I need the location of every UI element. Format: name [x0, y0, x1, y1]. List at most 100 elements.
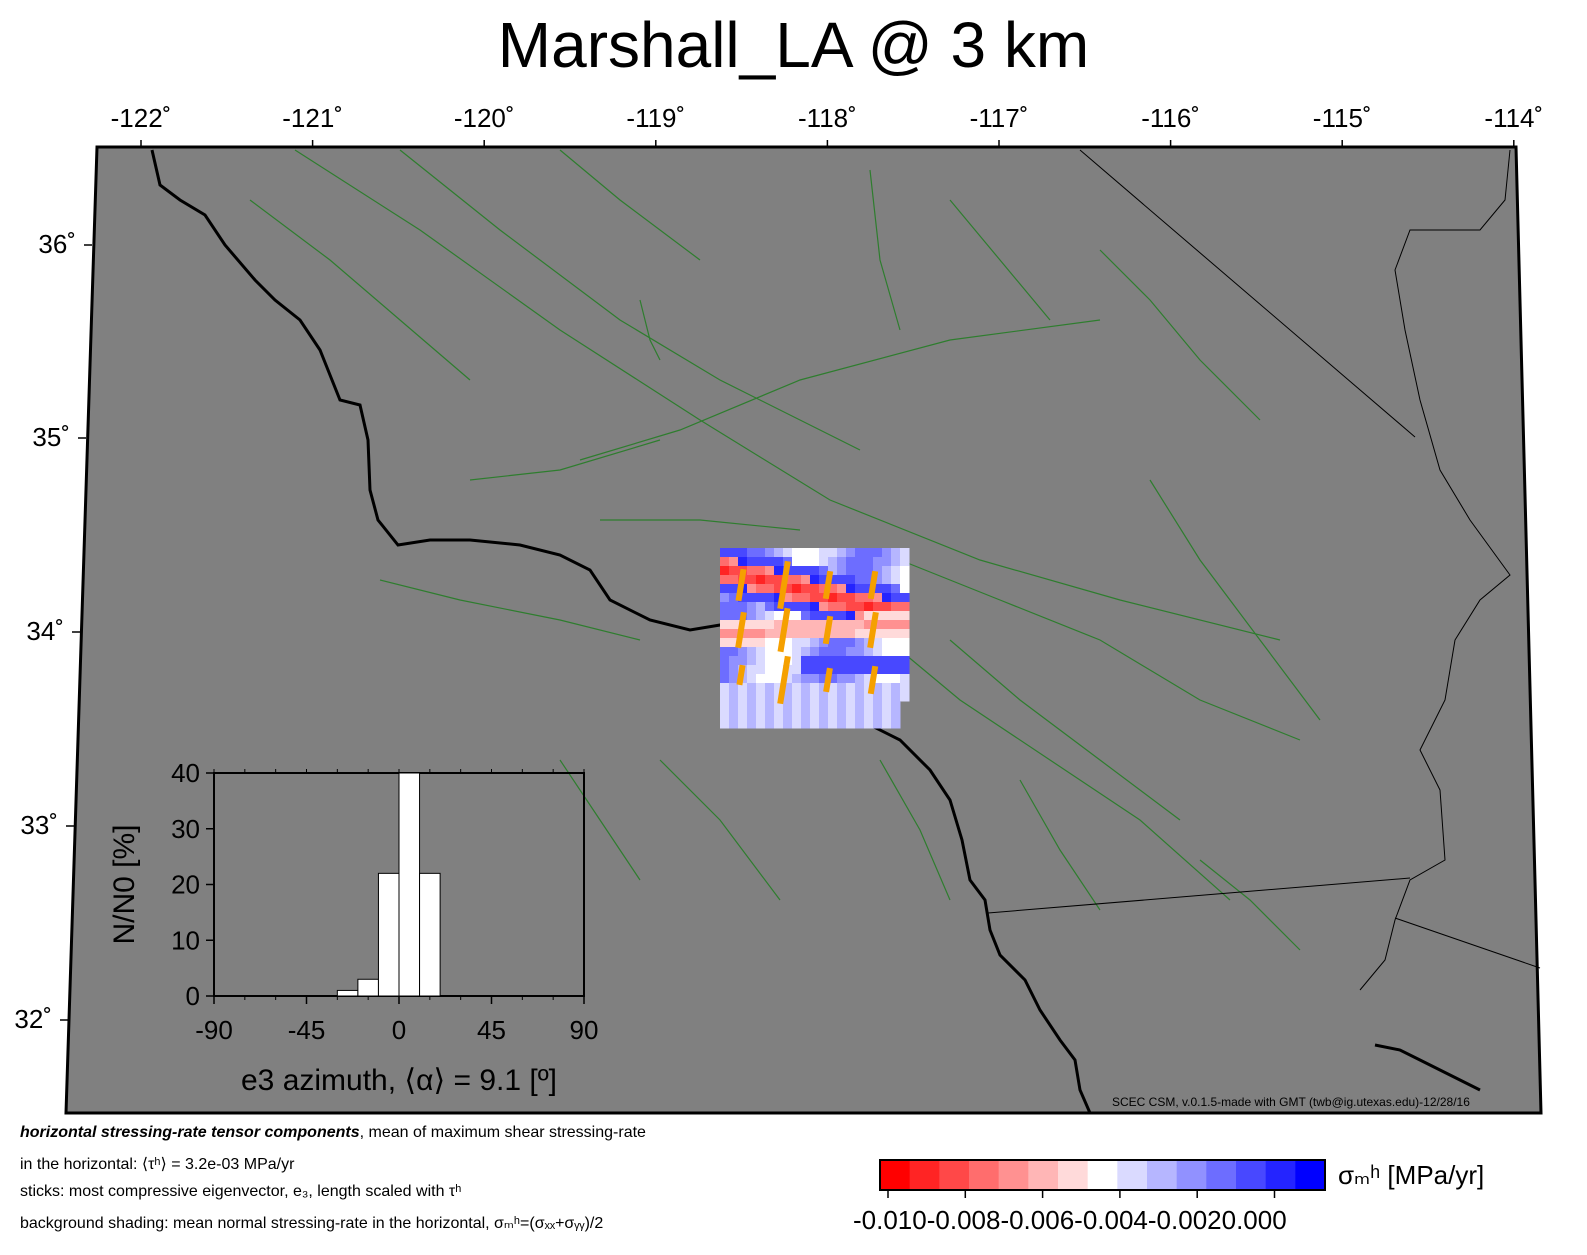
shade-cell	[783, 647, 793, 657]
shade-cell	[792, 620, 802, 630]
shade-cell	[810, 692, 820, 702]
hist-x-tick-label: 0	[392, 1015, 406, 1045]
shade-cell	[720, 620, 730, 630]
shade-cell	[837, 656, 847, 666]
shade-cell	[729, 575, 739, 585]
colorbar-label: σₘʰ [MPa/yr]	[1338, 1160, 1485, 1190]
shade-cell	[882, 548, 892, 558]
hist-x-tick-label: -45	[288, 1015, 326, 1045]
shade-cell	[774, 710, 784, 720]
hist-y-tick-label: 30	[171, 814, 200, 844]
shade-cell	[846, 566, 856, 576]
shade-cell	[765, 638, 775, 648]
e3-stick	[777, 607, 791, 653]
colorbar-swatch	[1295, 1160, 1326, 1190]
e3-stick	[735, 611, 747, 649]
shade-cell	[864, 647, 874, 657]
lat-tick-label: 35˚	[32, 422, 70, 452]
shade-cell	[837, 647, 847, 657]
shade-cell	[792, 584, 802, 594]
hist-y-tick-label: 20	[171, 870, 200, 900]
shade-cell	[729, 620, 739, 630]
shade-cell	[792, 701, 802, 711]
shade-cell	[747, 557, 757, 567]
shade-cell	[846, 638, 856, 648]
shade-cell	[882, 692, 892, 702]
shade-cell	[747, 611, 757, 621]
shade-cell	[846, 674, 856, 684]
shade-cell	[846, 629, 856, 639]
shade-cell	[828, 638, 838, 648]
shade-cell	[774, 647, 784, 657]
e3-stick	[867, 665, 879, 695]
shade-cell	[891, 701, 901, 711]
shade-cell	[864, 665, 874, 675]
colorbar-swatch	[1147, 1160, 1178, 1190]
shade-cell	[729, 557, 739, 567]
lon-tick-label: -116˚	[1141, 103, 1200, 133]
shade-cell	[765, 656, 775, 666]
shade-cell	[792, 638, 802, 648]
shade-cell	[729, 674, 739, 684]
shade-cell	[720, 665, 730, 675]
shade-cell	[882, 584, 892, 594]
shade-cell	[783, 638, 793, 648]
shade-cell	[738, 593, 748, 603]
shade-cell	[900, 593, 910, 603]
shade-cell	[810, 548, 820, 558]
colorbar-swatch	[1176, 1160, 1207, 1190]
shade-cell	[738, 656, 748, 666]
shade-cell	[801, 548, 811, 558]
shade-cell	[756, 629, 766, 639]
shade-cell	[855, 701, 865, 711]
shade-cell	[891, 638, 901, 648]
histogram-bar	[398, 772, 421, 997]
shade-cell	[846, 593, 856, 603]
shade-cell	[873, 566, 883, 576]
shade-cell	[747, 584, 757, 594]
shade-cell	[792, 611, 802, 621]
shade-cell	[738, 548, 748, 558]
shade-cell	[864, 575, 874, 585]
shade-cell	[828, 620, 838, 630]
shade-cell	[882, 701, 892, 711]
e3-stick	[823, 667, 833, 693]
shade-cell	[900, 548, 910, 558]
shade-cell	[882, 674, 892, 684]
shade-cell	[855, 593, 865, 603]
shade-cell	[756, 683, 766, 693]
lon-tick-label: -120˚	[454, 103, 515, 133]
shade-cell	[819, 701, 829, 711]
shade-cell	[783, 692, 793, 702]
shade-cell	[774, 674, 784, 684]
shade-cell	[801, 647, 811, 657]
hist-y-tick-label: 40	[171, 758, 200, 788]
shade-cell	[819, 566, 829, 576]
shade-cell	[756, 593, 766, 603]
shade-cell	[756, 665, 766, 675]
shade-cell	[819, 647, 829, 657]
shade-cell	[837, 566, 847, 576]
shade-cell	[819, 620, 829, 630]
shade-cell	[765, 647, 775, 657]
shade-cell	[882, 665, 892, 675]
shade-cell	[747, 647, 757, 657]
shade-cell	[855, 548, 865, 558]
colorbar-frame	[879, 1159, 1326, 1191]
shade-cell	[729, 656, 739, 666]
shade-cell	[720, 566, 730, 576]
shade-cell	[873, 593, 883, 603]
lon-tick-label: -118˚	[798, 103, 857, 133]
coastline	[150, 149, 1092, 1114]
shade-cell	[873, 584, 883, 594]
shade-cell	[765, 575, 775, 585]
shade-cell	[720, 548, 730, 558]
hist-x-label: e3 azimuth, ⟨α⟩ = 9.1 [º]	[241, 1064, 557, 1097]
shade-cell	[837, 611, 847, 621]
shade-cell	[756, 566, 766, 576]
shade-cell	[891, 629, 901, 639]
shade-cell	[801, 701, 811, 711]
shade-cell	[846, 602, 856, 612]
river	[1359, 149, 1511, 991]
shade-cell	[801, 683, 811, 693]
